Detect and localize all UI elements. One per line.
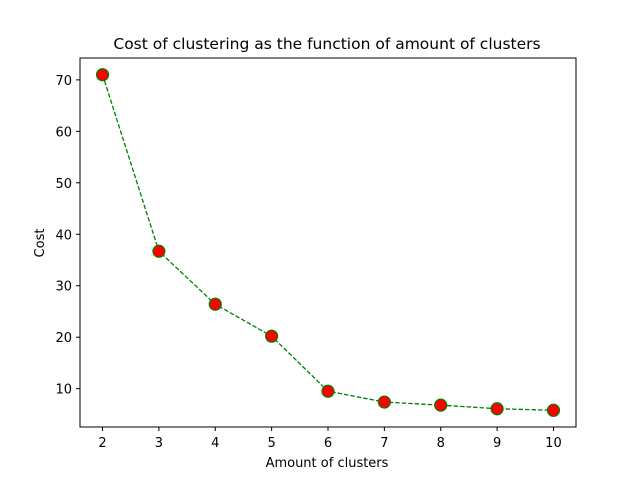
y-tick-label: 10 (55, 383, 72, 398)
y-tick-label: 70 (55, 74, 72, 89)
y-tick-label: 60 (55, 125, 72, 140)
data-point (152, 244, 166, 258)
x-tick-label: 4 (211, 436, 219, 451)
y-tick-label: 30 (55, 280, 72, 295)
data-point (95, 68, 110, 82)
x-tick-label: 3 (155, 436, 163, 451)
chart-title: Cost of clustering as the function of am… (113, 35, 540, 53)
x-tick-label: 7 (380, 436, 388, 451)
data-point (490, 402, 504, 416)
data-point (377, 395, 391, 409)
y-tick-label: 40 (55, 228, 72, 243)
x-tick-label: 2 (98, 436, 106, 451)
data-point (265, 329, 279, 343)
x-tick-label: 6 (324, 436, 332, 451)
x-tick-label: 5 (267, 436, 275, 451)
x-tick-label: 10 (545, 436, 562, 451)
y-axis-label: Cost (33, 229, 48, 258)
data-point (208, 297, 222, 311)
x-tick-label: 8 (437, 436, 445, 451)
data-point (321, 384, 335, 398)
x-tick-label: 9 (493, 436, 501, 451)
data-point (434, 398, 448, 412)
y-tick-label: 50 (55, 177, 72, 192)
plot-area: 2 3 4 5 6 7 8 9 10 10 20 30 40 50 60 70 (55, 57, 577, 451)
y-tick-label: 20 (55, 331, 72, 346)
data-point (546, 403, 561, 417)
x-axis-label: Amount of clusters (266, 456, 389, 471)
